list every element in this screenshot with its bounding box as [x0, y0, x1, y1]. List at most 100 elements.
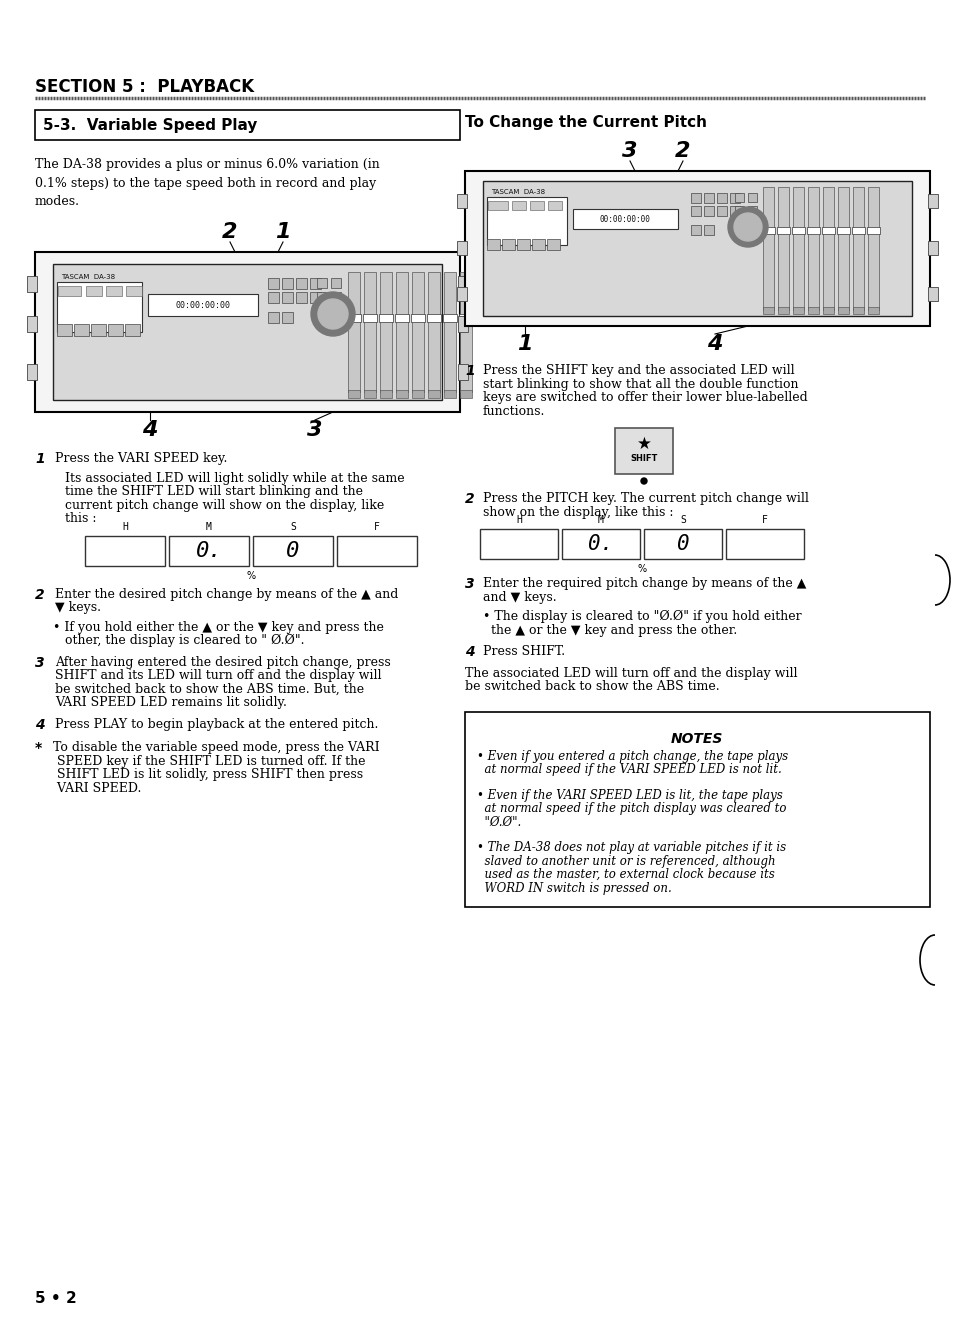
Bar [792, 186, 803, 310]
Text: The associated LED will turn off and the display will: The associated LED will turn off and the… [464, 666, 797, 680]
Bar [703, 225, 713, 235]
Circle shape [640, 477, 646, 484]
Bar [761, 227, 774, 233]
Text: M: M [598, 515, 603, 524]
Bar [867, 307, 878, 314]
Text: and ▼ keys.: and ▼ keys. [482, 590, 556, 603]
Text: 4: 4 [706, 334, 722, 354]
Bar [443, 272, 456, 392]
Text: 3: 3 [35, 656, 45, 669]
Text: 2: 2 [464, 492, 475, 506]
Text: Press SHIFT.: Press SHIFT. [482, 645, 564, 658]
Bar [927, 240, 937, 255]
Text: 2: 2 [222, 223, 237, 241]
Bar [734, 219, 743, 228]
Bar [486, 197, 566, 245]
Bar [486, 239, 499, 249]
Bar [703, 193, 713, 202]
Bar [428, 272, 439, 392]
Bar [310, 278, 320, 290]
Text: TASCAM  DA-38: TASCAM DA-38 [491, 189, 544, 194]
Text: 2: 2 [675, 141, 690, 161]
Text: TASCAM  DA-38: TASCAM DA-38 [61, 274, 115, 280]
Text: time the SHIFT LED will start blinking and the: time the SHIFT LED will start blinking a… [65, 485, 363, 498]
Bar [58, 286, 81, 296]
Bar [456, 287, 467, 300]
Text: • Even if you entered a pitch change, the tape plays: • Even if you entered a pitch change, th… [476, 750, 787, 763]
Text: 0.: 0. [195, 540, 222, 561]
Text: 4: 4 [464, 645, 475, 658]
Bar [331, 278, 340, 288]
Bar [479, 528, 558, 559]
Bar [837, 307, 848, 314]
Text: • The display is cleared to "Ø.Ø" if you hold either: • The display is cleared to "Ø.Ø" if you… [482, 610, 801, 624]
Text: The DA-38 provides a plus or minus 6.0% variation (in
0.1% steps) to the tape sp: The DA-38 provides a plus or minus 6.0% … [35, 158, 379, 208]
Bar [148, 294, 257, 316]
Bar [927, 287, 937, 300]
Bar [717, 207, 726, 216]
Bar [57, 282, 142, 333]
Bar [464, 172, 929, 326]
Text: this :: this : [65, 512, 96, 524]
Bar [364, 390, 375, 398]
Bar [703, 207, 713, 216]
Text: Press the SHIFT key and the associated LED will: Press the SHIFT key and the associated L… [482, 363, 794, 377]
Bar [363, 314, 376, 322]
Bar [282, 312, 293, 323]
Text: other, the display is cleared to " Ø.Ø".: other, the display is cleared to " Ø.Ø". [53, 634, 304, 648]
Bar [717, 193, 726, 202]
Text: 1: 1 [35, 452, 45, 467]
Bar [316, 306, 327, 316]
Bar [836, 227, 849, 233]
Text: "Ø.Ø".: "Ø.Ø". [476, 815, 520, 829]
Text: H: H [122, 522, 128, 531]
Bar [456, 240, 467, 255]
Bar [747, 193, 757, 202]
Bar [512, 201, 525, 211]
Text: %: % [637, 565, 646, 574]
Bar [501, 239, 515, 249]
Bar [427, 314, 440, 322]
Bar [27, 363, 37, 380]
Text: current pitch change will show on the display, like: current pitch change will show on the di… [65, 499, 384, 511]
Bar [331, 292, 340, 302]
Text: Press the VARI SPEED key.: Press the VARI SPEED key. [55, 452, 227, 465]
Bar [573, 209, 678, 229]
Text: • Even if the VARI SPEED LED is lit, the tape plays: • Even if the VARI SPEED LED is lit, the… [476, 789, 781, 802]
Bar [778, 307, 788, 314]
Text: 3: 3 [621, 141, 638, 161]
Text: F: F [761, 515, 767, 524]
Bar [807, 307, 818, 314]
Text: 0: 0 [676, 534, 689, 554]
Text: slaved to another unit or is referenced, although: slaved to another unit or is referenced,… [476, 854, 775, 868]
Bar [268, 312, 278, 323]
Bar [530, 201, 543, 211]
Text: ▼ keys.: ▼ keys. [55, 601, 101, 614]
Bar [547, 201, 561, 211]
Bar [837, 186, 848, 310]
Text: S: S [679, 515, 685, 524]
Bar [253, 535, 333, 566]
Bar [734, 193, 743, 202]
Bar [364, 272, 375, 392]
Bar [379, 272, 392, 392]
Bar [378, 314, 393, 322]
Text: 3: 3 [464, 577, 475, 591]
Bar [806, 227, 820, 233]
Bar [747, 207, 757, 215]
Text: Its associated LED will light solidly while at the same: Its associated LED will light solidly wh… [65, 472, 404, 484]
Circle shape [317, 299, 348, 329]
Bar [53, 264, 441, 400]
Bar [310, 292, 320, 303]
Text: SPEED key if the SHIFT LED is turned off. If the: SPEED key if the SHIFT LED is turned off… [49, 755, 365, 767]
Bar [747, 219, 757, 228]
Bar [412, 390, 423, 398]
Bar [91, 325, 106, 337]
Bar [106, 286, 122, 296]
Bar [316, 292, 327, 302]
Bar [807, 186, 818, 310]
Bar [57, 325, 71, 337]
Bar [347, 314, 360, 322]
Bar [488, 201, 507, 211]
Text: the ▲ or the ▼ key and press the other.: the ▲ or the ▼ key and press the other. [482, 624, 737, 637]
